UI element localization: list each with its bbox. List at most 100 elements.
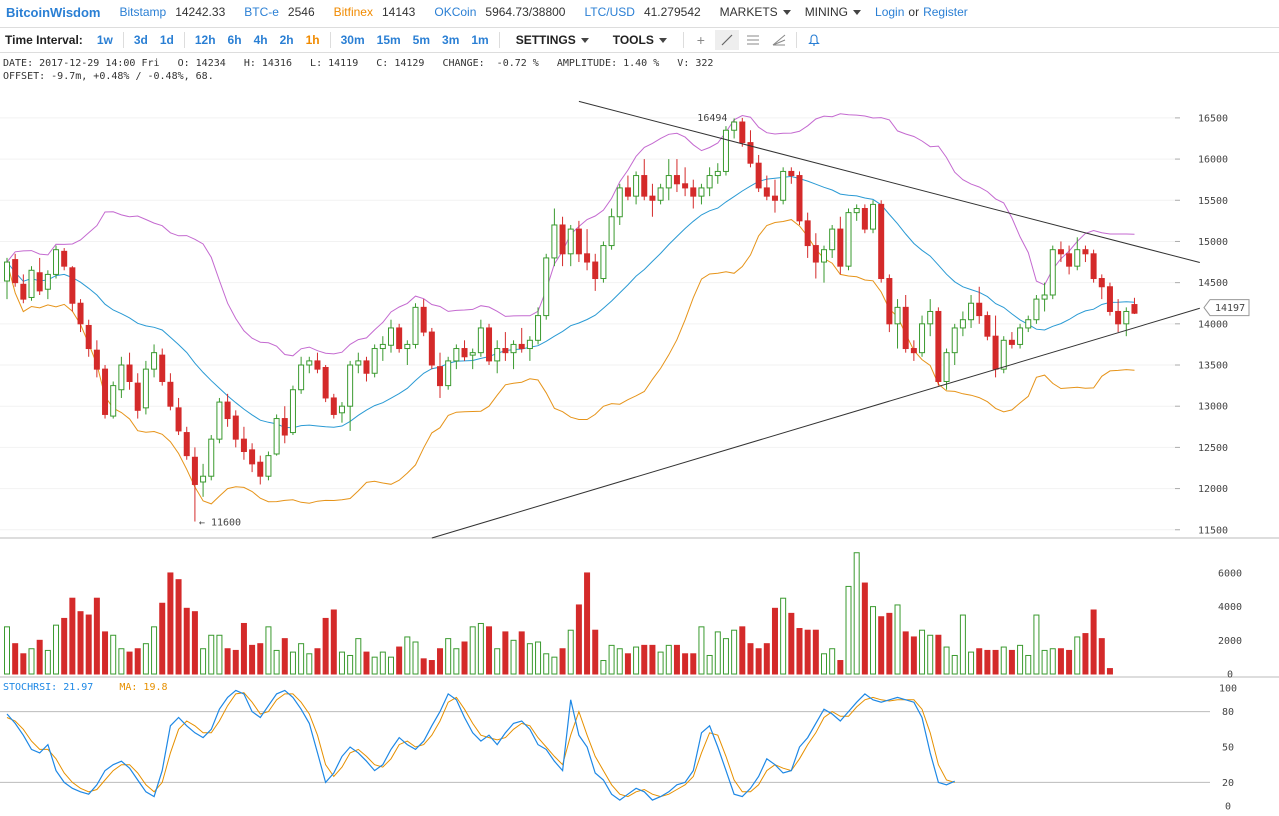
volume-bar — [102, 631, 109, 675]
interval-30m[interactable]: 30m — [340, 33, 365, 47]
ticker-bitfinex[interactable]: Bitfinex — [333, 5, 373, 19]
volume-bar — [208, 634, 215, 675]
candle-body — [698, 187, 705, 197]
volume-bar — [1049, 648, 1056, 675]
trendlines — [431, 100, 1200, 539]
volume-bar — [469, 626, 476, 675]
ticker-ltcusd[interactable]: LTC/USD — [584, 5, 635, 19]
candle-body — [216, 401, 223, 440]
candle-body — [1082, 249, 1089, 255]
candle-body — [755, 162, 762, 189]
login-link[interactable]: Login — [875, 5, 905, 19]
register-link[interactable]: Register — [923, 5, 968, 19]
candle-body — [118, 364, 125, 391]
volume-bar — [518, 631, 525, 675]
interval-3m[interactable]: 3m — [442, 33, 460, 47]
volume-bar — [347, 654, 354, 675]
volume-bar — [673, 644, 680, 675]
volume-bar — [4, 626, 10, 675]
interval-5m[interactable]: 5m — [412, 33, 431, 47]
volume-bar — [1090, 609, 1097, 675]
candle-body — [1017, 327, 1024, 345]
chart-grid — [0, 117, 1210, 783]
ticker-bitstamp[interactable]: Bitstamp — [119, 5, 167, 19]
price-tick-label: 12000 — [1198, 484, 1228, 495]
interval-12h[interactable]: 12h — [194, 33, 216, 47]
interval-1d[interactable]: 1d — [159, 33, 174, 47]
volume-bar — [771, 607, 778, 675]
ticker-okcoin[interactable]: OKCoin — [434, 5, 477, 19]
candle-body — [412, 306, 419, 345]
volume-bar — [494, 648, 501, 675]
volume-bar — [453, 648, 460, 675]
candle-body — [657, 187, 664, 201]
interval-2h[interactable]: 2h — [279, 33, 294, 47]
volume-bar — [371, 656, 378, 675]
candle-body — [1115, 310, 1122, 325]
volume-bar — [788, 612, 795, 675]
volume-bar — [624, 653, 631, 675]
volume-bar — [85, 614, 92, 675]
interval-1h[interactable]: 1h — [305, 33, 320, 47]
price-tick-label: 11500 — [1198, 525, 1228, 536]
tools-label: TOOLS — [612, 33, 654, 47]
fan-lines-icon[interactable] — [767, 30, 791, 50]
crosshair-icon[interactable]: + — [696, 32, 705, 48]
tools-menu[interactable]: TOOLS — [601, 33, 679, 47]
interval-4h[interactable]: 4h — [253, 33, 268, 47]
interval-15m[interactable]: 15m — [376, 33, 401, 47]
fib-lines-icon[interactable] — [741, 30, 765, 50]
candle-body — [200, 475, 207, 483]
candle-body — [943, 352, 950, 382]
candle-body — [902, 306, 909, 350]
volume-bar — [306, 653, 313, 675]
volume-bar — [796, 628, 803, 675]
volume-bar — [861, 582, 868, 675]
volume-bar — [257, 643, 264, 675]
caret-down-icon — [580, 38, 589, 44]
volume-bar — [183, 607, 190, 675]
price-tick-label: 15500 — [1198, 196, 1228, 207]
volume-bar — [477, 622, 484, 675]
markets-menu[interactable]: MARKETS — [720, 5, 791, 19]
candle-body — [191, 456, 198, 485]
volume-bar — [535, 641, 542, 675]
volume-bar — [412, 641, 419, 675]
candle-body — [494, 348, 501, 362]
volume-bar — [927, 634, 934, 675]
volume-bar — [330, 609, 337, 675]
volume-bar — [886, 612, 893, 675]
line-draw-icon[interactable] — [714, 30, 739, 50]
volume-bar — [510, 639, 517, 675]
candle-body — [249, 449, 256, 465]
ticker-btce[interactable]: BTC-e — [244, 5, 279, 19]
candle-body — [1074, 249, 1081, 267]
interval-1m[interactable]: 1m — [471, 33, 489, 47]
candle-body — [837, 228, 844, 267]
candle-body — [861, 208, 868, 230]
alert-bell-icon[interactable] — [802, 30, 826, 50]
mining-menu[interactable]: MINING — [805, 5, 862, 19]
candle-body — [1033, 298, 1040, 321]
volume-bar — [404, 636, 411, 675]
candle-body — [927, 310, 934, 325]
site-logo[interactable]: BitcoinWisdom — [6, 4, 101, 20]
volume-bar — [428, 660, 435, 675]
interval-1w[interactable]: 1w — [96, 33, 113, 47]
settings-menu[interactable]: SETTINGS — [504, 33, 601, 47]
interval-3d[interactable]: 3d — [133, 33, 148, 47]
candle-body — [273, 418, 280, 455]
volume-bar — [1106, 668, 1113, 675]
volume-bar — [706, 654, 713, 675]
volume-bar — [93, 597, 100, 675]
candle-body — [665, 175, 672, 189]
candle-body — [404, 343, 411, 350]
volume-bar — [28, 648, 35, 675]
price-chart[interactable]: 16500 16000 15500 15000 14500 14000 13500 13000… — [0, 80, 1279, 816]
volume-bar — [698, 626, 705, 675]
volume-bar — [592, 629, 599, 675]
candle-body — [330, 397, 337, 415]
interval-6h[interactable]: 6h — [227, 33, 242, 47]
volume-bar — [12, 643, 19, 675]
volume-bar — [616, 648, 623, 675]
